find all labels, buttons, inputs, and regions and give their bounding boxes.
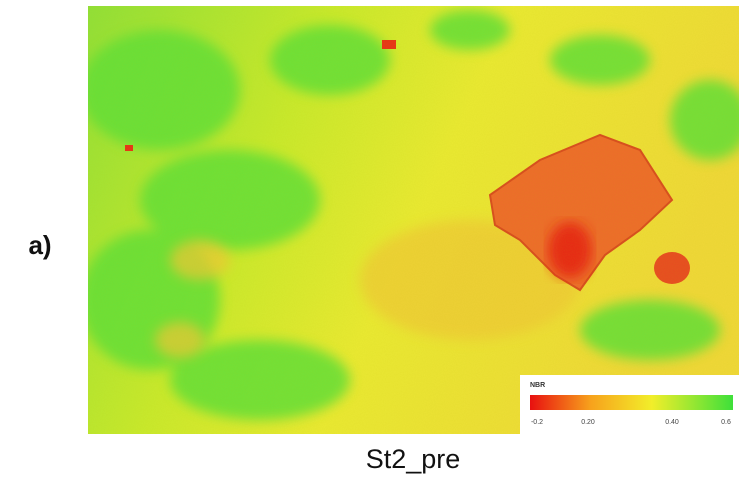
legend-tick: 0.20 (581, 419, 595, 426)
map (80, 6, 739, 434)
color-bar (530, 395, 733, 410)
figure: NBR -0.2 0.20 0.40 0.6 a) St2_pre (0, 0, 739, 478)
legend-title: NBR (530, 382, 545, 389)
legend-tick: 0.6 (721, 419, 731, 426)
legend-tick: 0.40 (665, 419, 679, 426)
legend: NBR -0.2 0.20 0.40 0.6 (520, 375, 739, 434)
page: NBR -0.2 0.20 0.40 0.6 a) St2_pre (0, 0, 739, 478)
caption: St2_pre (366, 444, 461, 474)
panel-label: a) (28, 230, 51, 260)
legend-tick: -0.2 (531, 419, 543, 426)
